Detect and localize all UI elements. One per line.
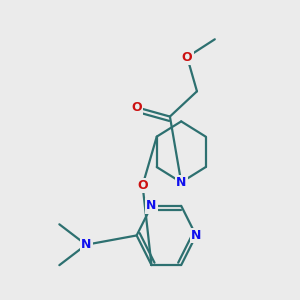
Text: N: N [191,229,201,242]
Text: N: N [81,238,91,251]
Text: N: N [146,200,157,212]
Text: N: N [176,176,186,189]
Text: O: O [131,101,142,114]
Text: O: O [182,51,193,64]
Text: O: O [137,179,148,192]
